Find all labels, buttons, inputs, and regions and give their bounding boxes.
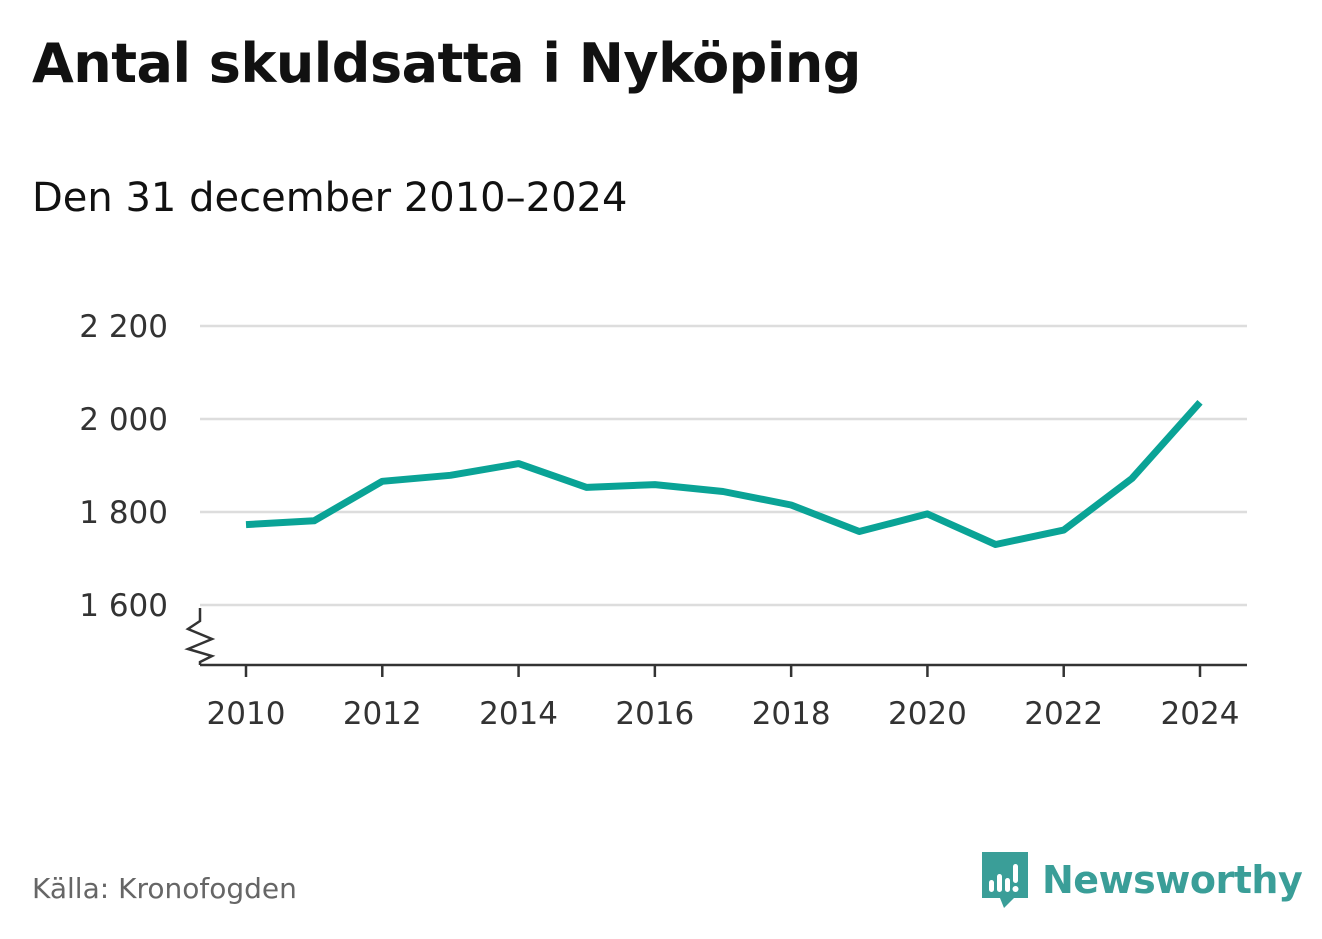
brand-logo: Newsworthy — [980, 849, 1303, 911]
y-tick-label: 2 000 — [79, 402, 168, 438]
x-tick-label: 2024 — [1161, 696, 1240, 732]
y-tick-label: 1 600 — [79, 588, 168, 624]
chart-title: Antal skuldsatta i Nyköping — [32, 32, 861, 95]
data-point — [788, 502, 795, 509]
x-tick-label: 2012 — [343, 696, 422, 732]
y-tick-label: 2 200 — [79, 309, 168, 345]
data-point — [447, 472, 454, 479]
data-point — [311, 517, 318, 524]
brand-name: Newsworthy — [1042, 858, 1303, 902]
x-tick-label: 2018 — [752, 696, 831, 732]
data-point — [720, 488, 727, 495]
data-point — [1128, 475, 1135, 482]
x-tick-label: 2014 — [479, 696, 558, 732]
y-tick-label: 1 800 — [79, 495, 168, 531]
data-point — [379, 478, 386, 485]
data-point — [856, 528, 863, 535]
source-note: Källa: Kronofogden — [32, 872, 297, 905]
series-line — [245, 399, 1203, 548]
x-tick-label: 2010 — [207, 696, 286, 732]
data-point — [1197, 399, 1204, 406]
data-point — [583, 484, 590, 491]
axis-break-icon — [184, 608, 216, 665]
bar-chart-speech-bubble-icon — [982, 852, 1028, 908]
data-point — [243, 521, 250, 528]
data-point — [992, 541, 999, 548]
data-point — [1060, 527, 1067, 534]
data-point — [515, 460, 522, 467]
chart-subtitle: Den 31 december 2010–2024 — [32, 175, 628, 221]
data-point — [651, 481, 658, 488]
data-point — [924, 510, 931, 517]
x-tick-label: 2020 — [888, 696, 967, 732]
x-tick-label: 2022 — [1024, 696, 1103, 732]
x-tick-label: 2016 — [615, 696, 694, 732]
